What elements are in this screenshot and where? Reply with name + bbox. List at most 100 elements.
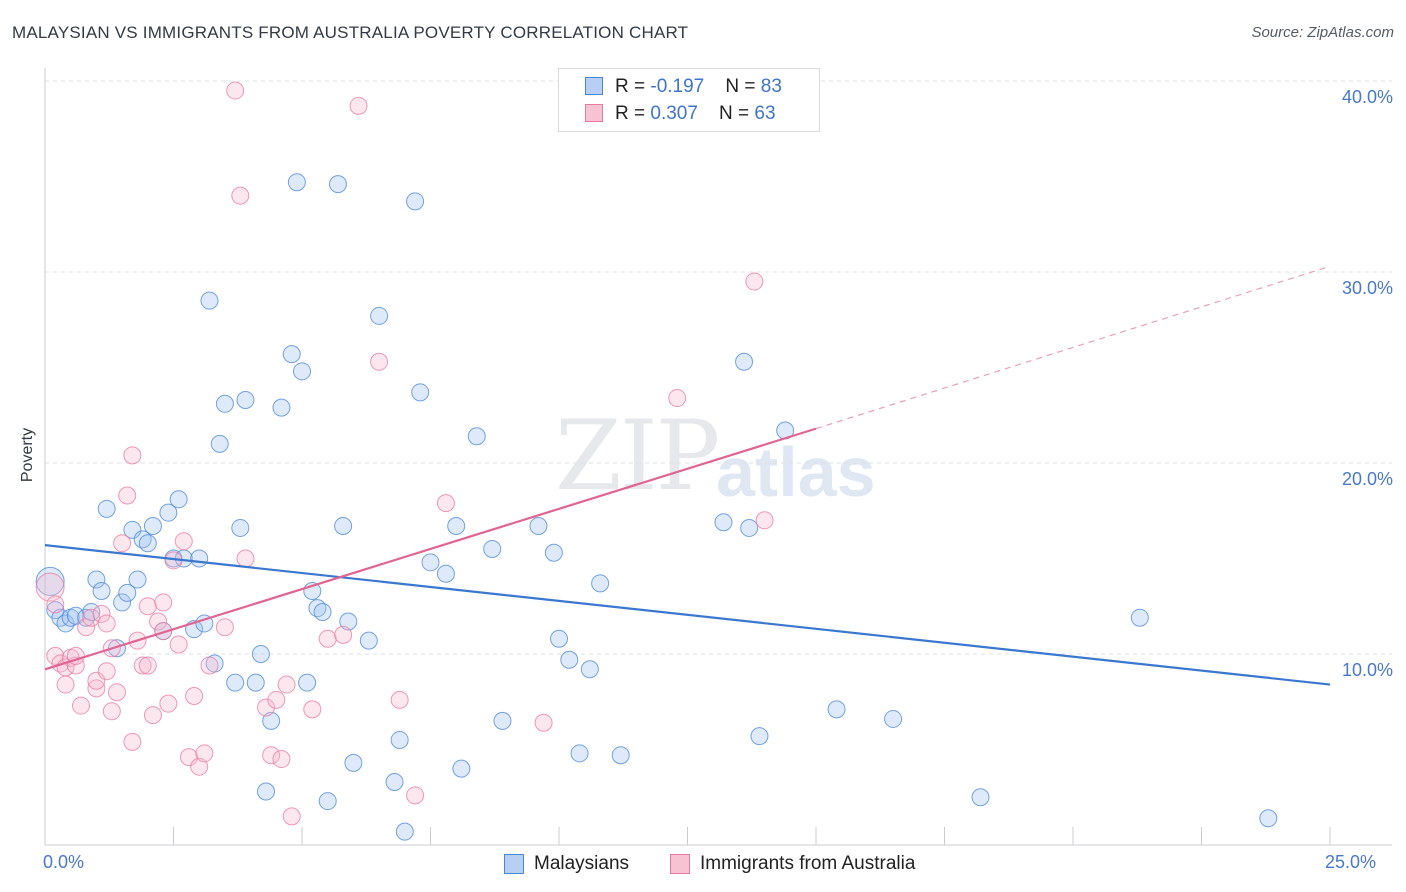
- malaysians-point: [226, 673, 245, 692]
- australia-point: [272, 750, 291, 769]
- malaysians-point: [406, 192, 425, 211]
- malaysians-point: [236, 390, 255, 409]
- malaysians-point: [570, 744, 589, 763]
- watermark-zip: ZIP: [555, 400, 720, 512]
- australia-point: [257, 698, 276, 717]
- bottom-legend-swatch-pink: [670, 854, 690, 874]
- australia-point: [231, 186, 250, 205]
- malaysians-point: [107, 639, 126, 658]
- malaysians-point: [251, 645, 270, 663]
- australia-point: [370, 352, 389, 371]
- malaysians-point: [529, 517, 548, 536]
- australia-point: [154, 593, 173, 612]
- australia-point: [755, 511, 774, 530]
- malaysians-point: [56, 614, 75, 633]
- australia-point: [334, 625, 353, 644]
- malaysians-point: [138, 534, 157, 553]
- legend-swatch-pink: [585, 104, 603, 122]
- australia-point: [133, 656, 152, 675]
- legend-n-label: N =: [725, 76, 761, 97]
- malaysians-point: [246, 673, 265, 692]
- malaysians-point: [143, 517, 162, 536]
- chart-title: MALAYSIAN VS IMMIGRANTS FROM AUSTRALIA P…: [12, 23, 689, 42]
- australia-point: [92, 604, 111, 623]
- bottom-legend-swatch-blue: [504, 854, 524, 874]
- australia-point: [107, 683, 126, 702]
- malaysians-point: [611, 746, 630, 765]
- australia-point: [195, 744, 214, 763]
- australia-trend-extension: [815, 265, 1331, 430]
- malaysians-point: [200, 291, 219, 310]
- australia-point: [745, 272, 764, 291]
- malaysians-point: [750, 727, 769, 746]
- legend-swatch-blue: [585, 77, 603, 95]
- malaysians-point: [370, 306, 389, 325]
- australia-point: [123, 732, 142, 751]
- australia-point: [277, 675, 296, 694]
- legend-r-value: 0.307: [650, 103, 698, 124]
- malaysians-point: [385, 772, 404, 791]
- malaysians-trend-line: [44, 544, 1331, 686]
- y-tick-label-40: 40.0%: [1341, 87, 1393, 107]
- malaysians-point: [77, 608, 96, 627]
- malaysians-point: [97, 499, 116, 518]
- legend-r-value: -0.197: [650, 76, 705, 97]
- malaysians-point: [827, 700, 846, 719]
- malaysians-point: [92, 581, 111, 600]
- legend-n-value: 63: [754, 103, 776, 124]
- australia-point: [87, 679, 106, 698]
- malaysians-point: [231, 518, 250, 537]
- malaysians-point: [971, 788, 990, 807]
- australia-point: [236, 549, 255, 568]
- y-tick-label-10: 10.0%: [1341, 660, 1393, 680]
- legend-n-value: 83: [760, 76, 782, 97]
- australia-point: [200, 656, 219, 675]
- australia-point: [174, 532, 193, 551]
- malaysians-point: [328, 175, 347, 194]
- australia-point: [226, 81, 245, 100]
- australia-point: [668, 389, 687, 408]
- malaysians-point: [740, 518, 759, 537]
- australia-point: [169, 635, 188, 654]
- legend-n-label: N =: [719, 103, 755, 124]
- malaysians-point: [452, 759, 471, 778]
- australia-trend-line: [44, 427, 817, 671]
- malaysians-point: [257, 782, 276, 801]
- malaysians-point: [1259, 809, 1278, 828]
- y-tick-label-30: 30.0%: [1341, 278, 1393, 298]
- malaysians-point: [884, 709, 903, 728]
- australia-point: [97, 662, 116, 681]
- bottom-legend-label: Malaysians: [534, 853, 630, 874]
- malaysians-point: [467, 427, 486, 446]
- malaysians-point: [118, 583, 137, 602]
- malaysians-point: [735, 352, 754, 371]
- malaysians-point: [334, 517, 353, 536]
- x-tick-label-min: 0.0%: [43, 852, 85, 872]
- legend-r-label: R =: [615, 76, 651, 97]
- malaysians-point: [293, 362, 311, 381]
- malaysians-point: [87, 570, 106, 589]
- malaysians-point: [51, 608, 70, 627]
- malaysians-point: [544, 543, 563, 562]
- malaysians-point: [580, 660, 599, 679]
- x-tick-label-max: 25.0%: [1325, 852, 1377, 872]
- australia-point: [534, 713, 553, 732]
- australia-point: [77, 618, 96, 637]
- australia-point: [436, 494, 455, 513]
- source-credit: Source: ZipAtlas.com: [1251, 24, 1394, 41]
- australia-point: [149, 612, 168, 631]
- malaysians-point: [159, 503, 178, 522]
- australia-point: [35, 572, 65, 602]
- australia-point: [349, 96, 368, 115]
- australia-point: [46, 595, 65, 614]
- malaysians-point: [215, 394, 234, 413]
- australia-point: [138, 597, 157, 616]
- australia-point: [215, 618, 234, 637]
- watermark-atlas: atlas: [716, 433, 876, 511]
- y-axis-label: Poverty: [19, 427, 36, 483]
- malaysians-point: [113, 593, 132, 612]
- y-tick-label-20: 20.0%: [1341, 469, 1393, 489]
- malaysians-point: [421, 553, 440, 572]
- australia-point: [406, 786, 425, 805]
